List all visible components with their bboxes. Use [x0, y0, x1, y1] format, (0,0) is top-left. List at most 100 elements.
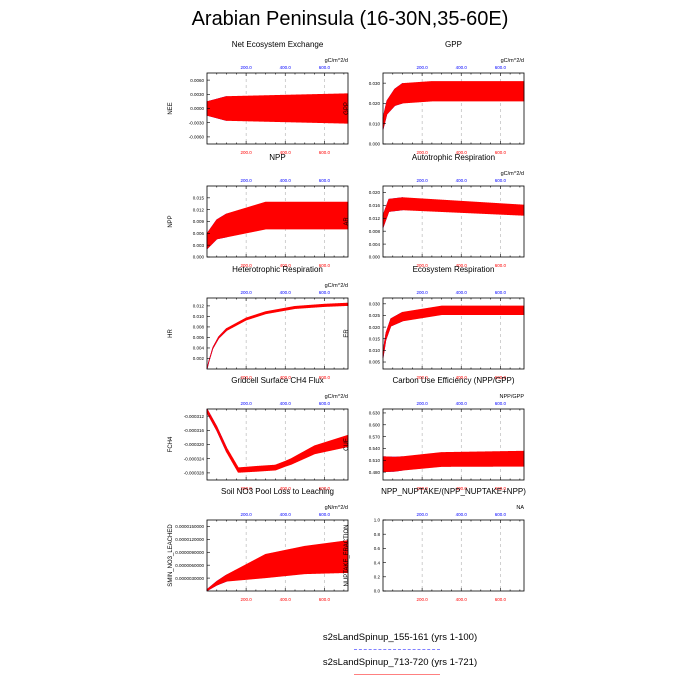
panel-3-xtick-bottom-label: 400.0	[456, 263, 468, 268]
panel-2-ytick-label: 0.000	[193, 255, 205, 260]
panel-4-ylabel: HR	[168, 329, 174, 338]
panel-3-xtick-bottom-label: 200.0	[416, 263, 428, 268]
panel-7-xtick-top-label: 400.0	[456, 401, 468, 406]
panel-5-xtick-top-label: 200.0	[416, 290, 428, 295]
panel-4-xtick-top-label: 600.0	[319, 290, 331, 295]
panel-9-ytick-label: 0.2	[374, 575, 381, 580]
panel-1-xtick-bottom-label: 200.0	[416, 150, 428, 155]
panel-3-ytick-label: 0.008	[369, 229, 381, 234]
legend-run2-label: s2sLandSpinup_713-720 (yrs 1-721)	[322, 657, 478, 668]
panel-6-xtick-top-label: 600.0	[319, 401, 331, 406]
panel-2-ytick-label: 0.006	[193, 231, 205, 236]
panel-7-title: Carbon Use Efficiency (NPP/GPP)	[392, 376, 514, 385]
panel-1-xtick-bottom-label: 600.0	[495, 150, 507, 155]
panel-0-series-run2	[206, 93, 349, 124]
panel-3-xtick-top-label: 400.0	[456, 178, 468, 183]
panel-8-xtick-bottom-label: 600.0	[319, 597, 331, 602]
legend-run1: s2sLandSpinup_155-161 (yrs 1-100)	[300, 632, 500, 650]
panel-1-xtick-top-label: 200.0	[416, 65, 428, 70]
panel-4-frame	[206, 297, 349, 370]
panel-0-ytick-label: -0.0030	[189, 120, 205, 125]
panel-6-ytick-label: -0.000316	[184, 428, 205, 433]
panel-7-ytick-label: 0.510	[369, 458, 381, 463]
panel-9-xtick-top-label: 400.0	[456, 512, 468, 517]
panel-6-ytick-label: -0.000328	[184, 471, 205, 476]
panel-4-title: Heterotrophic Respiration	[232, 265, 323, 274]
panel-8-ytick-label: 0.0000120000	[175, 537, 204, 542]
panel-0-xtick-bottom-label: 200.0	[240, 150, 252, 155]
panel-2-ytick-label: 0.012	[193, 207, 205, 212]
panel-0-xtick-bottom-label: 600.0	[319, 150, 331, 155]
panel-9-title: NPP_NUPTAKE/(NPP_NUPTAKE+NPP)	[381, 487, 526, 496]
legend-run1-label: s2sLandSpinup_155-161 (yrs 1-100)	[322, 632, 478, 643]
panel-5-ytick-label: 0.010	[369, 348, 381, 353]
panel-8-units: gN/m^2/d	[325, 505, 348, 511]
panel-5-frame	[382, 297, 525, 370]
panel-3-units: gC/m^2/d	[501, 171, 524, 177]
panel-5-ytick-label: 0.005	[369, 360, 381, 365]
legend-run1-line	[354, 649, 440, 650]
panel-8-frame	[206, 519, 349, 592]
legend-run2: s2sLandSpinup_713-720 (yrs 1-721)	[300, 657, 500, 675]
panel-2-xtick-top-label: 200.0	[240, 178, 252, 183]
panel-8-xtick-top-label: 200.0	[240, 512, 252, 517]
panel-6-series-run2	[206, 408, 349, 473]
panel-9-xtick-bottom-label: 600.0	[495, 597, 507, 602]
panel-8-title: Soil NO3 Pool Loss to Leaching	[221, 487, 334, 496]
panel-5-xtick-bottom-label: 600.0	[495, 375, 507, 380]
panel-3-ytick-label: 0.000	[369, 255, 381, 260]
panel-0-ytick-label: 0.0000	[190, 106, 204, 111]
panel-1-units: gC/m^2/d	[501, 58, 524, 64]
panel-0-title: Net Ecosystem Exchange	[232, 40, 324, 49]
panel-9-xtick-bottom-label: 200.0	[416, 597, 428, 602]
panel-9-units: NA	[516, 505, 524, 511]
panel-5-ytick-label: 0.020	[369, 325, 381, 330]
panel-2-ytick-label: 0.009	[193, 219, 205, 224]
panel-8-ytick-label: 0.0000150000	[175, 524, 204, 529]
panel-7-xtick-bottom-label: 600.0	[495, 486, 507, 491]
panel-9-xtick-bottom-label: 400.0	[456, 597, 468, 602]
panel-7-series-run2	[382, 450, 525, 473]
panel-4-xtick-bottom-label: 400.0	[280, 375, 292, 380]
panel-9-ytick-label: 0.6	[374, 546, 381, 551]
panel-6-xtick-bottom-label: 600.0	[319, 486, 331, 491]
panel-2-ytick-label: 0.003	[193, 243, 205, 248]
panel-0-ytick-label: 0.0030	[190, 92, 204, 97]
panel-8-series-run2	[206, 540, 349, 591]
panel-2-ytick-label: 0.015	[193, 196, 205, 201]
panel-6-title: Gridcell Surface CH4 Flux	[231, 376, 323, 385]
panel-5-ylabel: ER	[344, 329, 350, 338]
panel-3-frame	[382, 185, 525, 258]
panel-1-ytick-label: 0.020	[369, 101, 381, 106]
panel-5-series-run2	[382, 305, 525, 359]
panel-5-title: Ecosystem Respiration	[413, 265, 495, 274]
panel-7-frame	[382, 408, 525, 481]
panel-3-ytick-label: 0.004	[369, 242, 381, 247]
panel-7-ytick-label: 0.600	[369, 422, 381, 427]
panel-4-xtick-top-label: 200.0	[240, 290, 252, 295]
legend-run2-line	[354, 674, 440, 675]
panel-5-xtick-top-label: 600.0	[495, 290, 507, 295]
panel-2-series-run2	[206, 201, 349, 250]
panel-2-xtick-bottom-label: 400.0	[280, 263, 292, 268]
panel-2-xtick-top-label: 600.0	[319, 178, 331, 183]
panel-2-xtick-bottom-label: 600.0	[319, 263, 331, 268]
panel-6-xtick-top-label: 200.0	[240, 401, 252, 406]
panel-8-xtick-bottom-label: 200.0	[240, 597, 252, 602]
panel-9-ytick-label: 0.8	[374, 532, 381, 537]
panel-3-xtick-bottom-label: 600.0	[495, 263, 507, 268]
panel-4-series-run2	[206, 302, 349, 370]
panel-6-xtick-bottom-label: 400.0	[280, 486, 292, 491]
panel-9-xtick-top-label: 200.0	[416, 512, 428, 517]
panel-3-ytick-label: 0.012	[369, 216, 381, 221]
panel-4-ytick-label: 0.012	[193, 304, 205, 309]
panel-6-xtick-top-label: 400.0	[280, 401, 292, 406]
panel-2-xtick-bottom-label: 200.0	[240, 263, 252, 268]
panel-0-xtick-top-label: 200.0	[240, 65, 252, 70]
panel-3-xtick-top-label: 200.0	[416, 178, 428, 183]
panel-0-xtick-bottom-label: 400.0	[280, 150, 292, 155]
panel-7-xtick-top-label: 600.0	[495, 401, 507, 406]
panel-9-xtick-top-label: 600.0	[495, 512, 507, 517]
panel-8-xtick-bottom-label: 400.0	[280, 597, 292, 602]
